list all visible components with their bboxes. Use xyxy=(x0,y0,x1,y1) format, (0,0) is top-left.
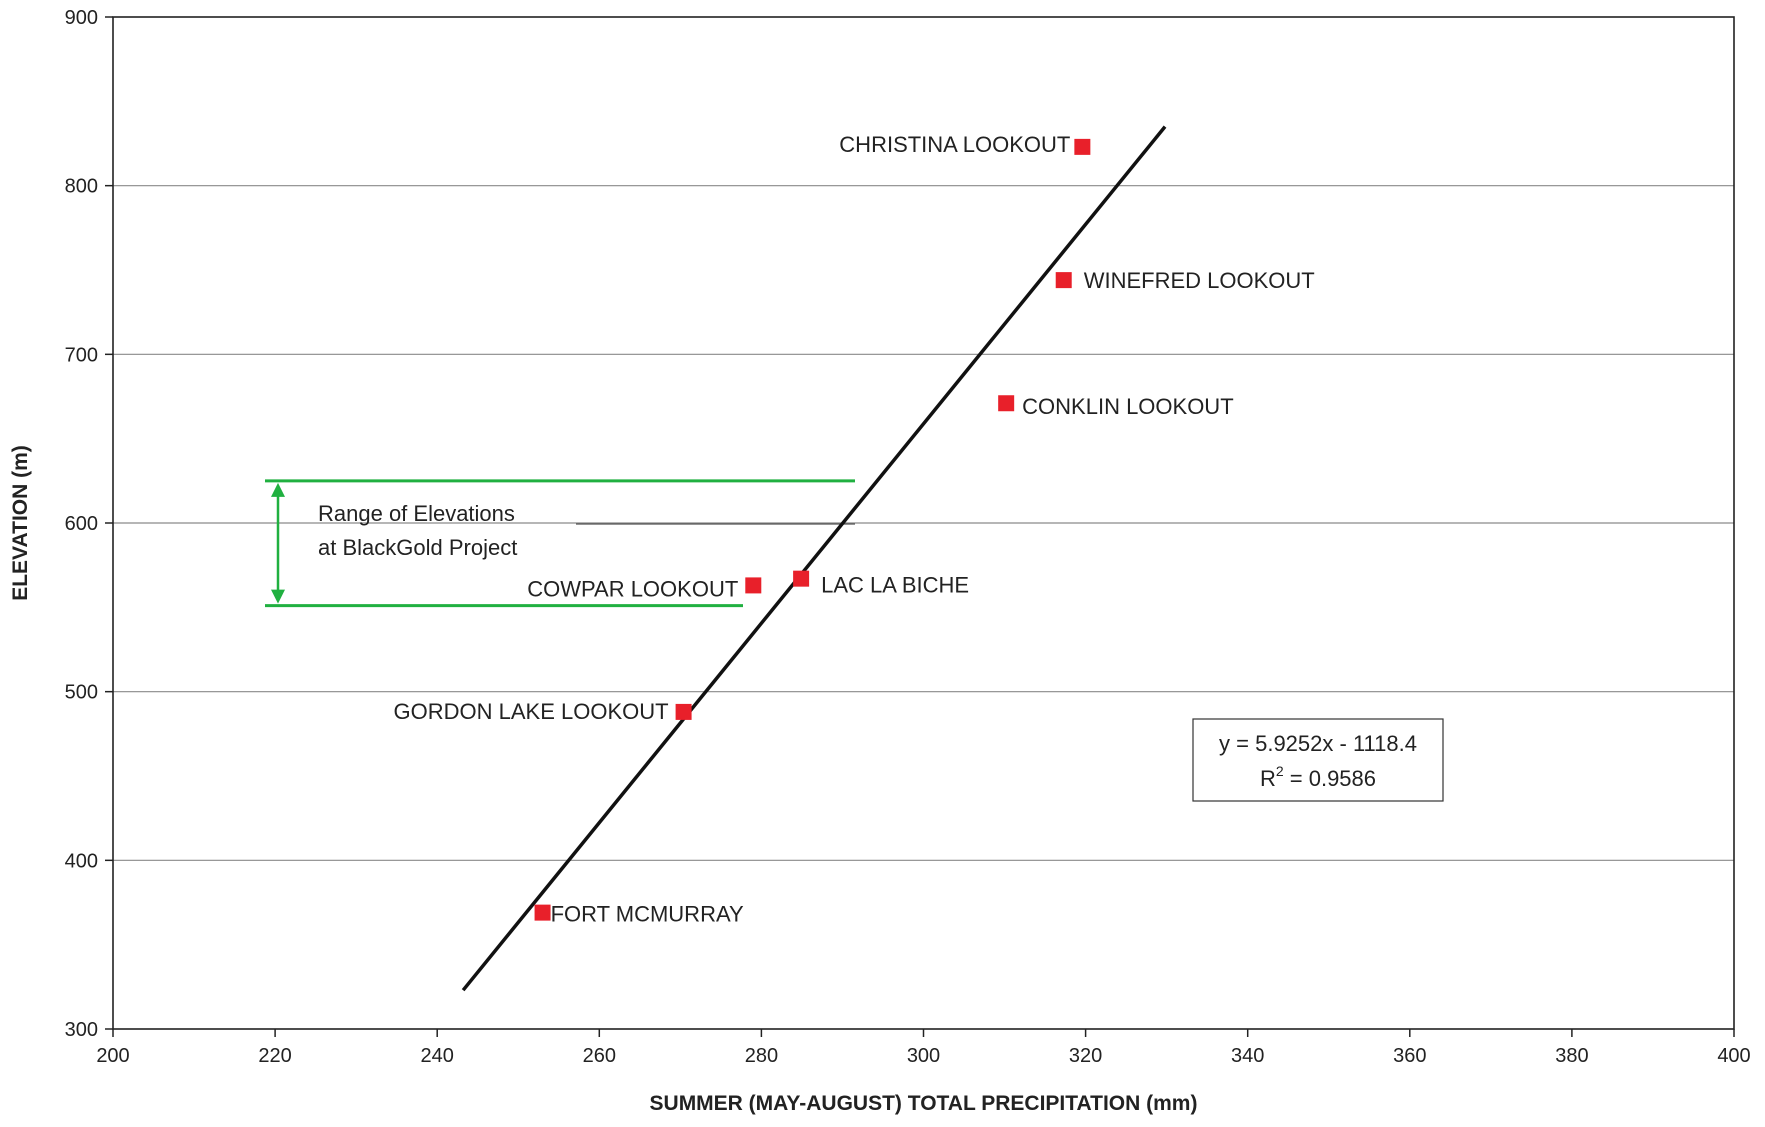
point-christina-lookout xyxy=(1074,138,1091,155)
x-tick-label-200: 200 xyxy=(96,1045,129,1067)
point-gordon-lake-lookout xyxy=(675,703,692,720)
point-label-cowpar-lookout: COWPAR LOOKOUT xyxy=(527,576,738,601)
point-label-lac-la-biche: LAC LA BICHE xyxy=(821,573,969,598)
r-squared-prefix: R xyxy=(1260,766,1276,791)
point-label-gordon-lake-lookout: GORDON LAKE LOOKOUT xyxy=(394,699,669,724)
equation-box: y = 5.9252x - 1118.4 R2 = 0.9586 xyxy=(1192,718,1444,802)
x-tick-label-340: 340 xyxy=(1231,1045,1264,1067)
r-squared-text: R2 = 0.9586 xyxy=(1260,763,1376,791)
axes: 200 220 240 260 280 300 320 340 360 380 400 300 400 5… xyxy=(9,7,1751,1115)
y-tick-label-500: 500 xyxy=(65,682,98,704)
range-label-line2: at BlackGold Project xyxy=(318,535,517,560)
point-conklin-lookout xyxy=(998,395,1015,412)
range-arrow-down xyxy=(271,589,285,604)
x-tick-label-260: 260 xyxy=(583,1045,616,1067)
point-label-conklin-lookout: CONKLIN LOOKOUT xyxy=(1022,394,1233,419)
point-winefred-lookout xyxy=(1055,272,1072,289)
x-tick-label-300: 300 xyxy=(907,1045,940,1067)
elevation-range-annotation: Range of Elevations at BlackGold Project xyxy=(265,479,855,608)
equation-text: y = 5.9252x - 1118.4 xyxy=(1219,731,1417,756)
y-tick-label-300: 300 xyxy=(65,1019,98,1041)
r-squared-sup: 2 xyxy=(1276,763,1284,779)
r-squared-value: = 0.9586 xyxy=(1284,766,1376,791)
range-arrow-up xyxy=(271,482,285,497)
equation-box-frame xyxy=(1192,718,1444,802)
point-label-christina-lookout: CHRISTINA LOOKOUT xyxy=(839,132,1070,157)
y-tick-label-400: 400 xyxy=(65,850,98,872)
y-tick-label-600: 600 xyxy=(65,513,98,535)
point-cowpar-lookout xyxy=(745,577,762,594)
x-axis-title: SUMMER (MAY-AUGUST) TOTAL PRECIPITATION … xyxy=(650,1092,1198,1115)
y-tick-label-900: 900 xyxy=(65,7,98,29)
gridlines xyxy=(113,185,1734,861)
range-label-line1: Range of Elevations xyxy=(318,501,515,526)
y-axis-title: ELEVATION (m) xyxy=(9,445,32,601)
x-tick-label-400: 400 xyxy=(1717,1045,1750,1067)
point-lac-la-biche xyxy=(793,570,810,587)
x-tick-label-240: 240 xyxy=(421,1045,454,1067)
x-tick-label-360: 360 xyxy=(1393,1045,1426,1067)
y-tick-label-800: 800 xyxy=(65,176,98,198)
point-fort-mcmurray xyxy=(534,904,551,921)
x-tick-label-220: 220 xyxy=(258,1045,291,1067)
point-label-winefred-lookout: WINEFRED LOOKOUT xyxy=(1084,268,1315,293)
y-tick-label-700: 700 xyxy=(65,344,98,366)
trendline-layer xyxy=(461,125,1167,992)
x-tick-label-280: 280 xyxy=(745,1045,778,1067)
x-tick-label-320: 320 xyxy=(1069,1045,1102,1067)
x-tick-label-380: 380 xyxy=(1555,1045,1588,1067)
point-label-fort-mcmurray: FORT MCMURRAY xyxy=(551,902,744,927)
trendline xyxy=(461,125,1167,992)
data-points: CHRISTINA LOOKOUT WINEFRED LOOKOUT CONKLIN… xyxy=(394,132,1315,927)
